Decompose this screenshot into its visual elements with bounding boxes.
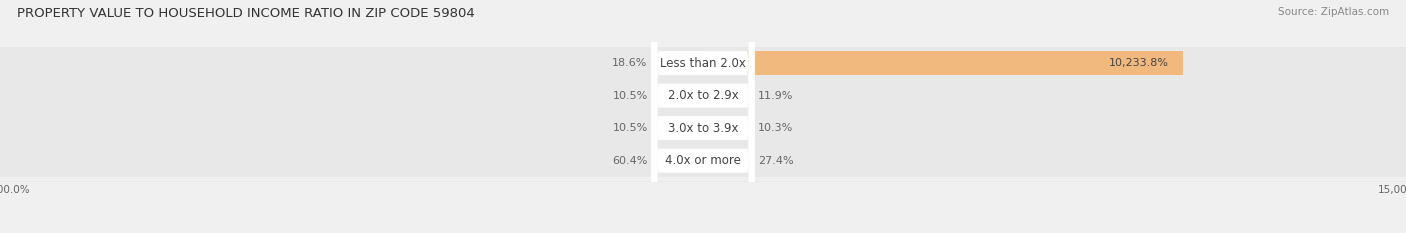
FancyBboxPatch shape bbox=[651, 0, 755, 233]
Text: 3.0x to 3.9x: 3.0x to 3.9x bbox=[668, 122, 738, 135]
Bar bbox=[0, 47, 1406, 79]
Text: PROPERTY VALUE TO HOUSEHOLD INCOME RATIO IN ZIP CODE 59804: PROPERTY VALUE TO HOUSEHOLD INCOME RATIO… bbox=[17, 7, 475, 20]
FancyBboxPatch shape bbox=[651, 0, 755, 233]
Text: 11.9%: 11.9% bbox=[758, 91, 793, 101]
Bar bbox=[0, 112, 1406, 144]
Text: 60.4%: 60.4% bbox=[613, 156, 648, 166]
Bar bbox=[700, 149, 703, 172]
Text: 10.3%: 10.3% bbox=[758, 123, 793, 133]
Text: 4.0x or more: 4.0x or more bbox=[665, 154, 741, 167]
Text: 10,233.8%: 10,233.8% bbox=[1108, 58, 1168, 68]
Bar bbox=[0, 144, 1406, 177]
Text: 10.5%: 10.5% bbox=[613, 91, 648, 101]
Text: Less than 2.0x: Less than 2.0x bbox=[659, 57, 747, 70]
Text: 27.4%: 27.4% bbox=[758, 156, 794, 166]
Bar bbox=[0, 79, 1406, 112]
Bar bbox=[703, 51, 1182, 75]
Text: Source: ZipAtlas.com: Source: ZipAtlas.com bbox=[1278, 7, 1389, 17]
Text: 2.0x to 2.9x: 2.0x to 2.9x bbox=[668, 89, 738, 102]
FancyBboxPatch shape bbox=[651, 0, 755, 233]
Text: 10.5%: 10.5% bbox=[613, 123, 648, 133]
Text: 18.6%: 18.6% bbox=[613, 58, 648, 68]
FancyBboxPatch shape bbox=[651, 0, 755, 233]
